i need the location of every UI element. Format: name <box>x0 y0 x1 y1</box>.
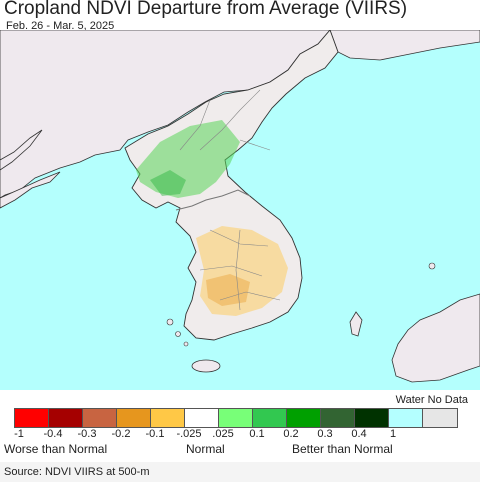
shandong-land <box>0 129 43 171</box>
map-panel <box>0 30 480 390</box>
sk-yellow-patch <box>196 226 288 316</box>
island <box>166 318 174 326</box>
legend-tick-label: 0.4 <box>351 428 367 440</box>
tsushima-island <box>349 311 363 337</box>
liaodong-peninsula <box>0 171 61 209</box>
legend-swatch <box>151 409 185 427</box>
island <box>428 262 436 270</box>
legend-tick-label: -.025 <box>176 428 202 440</box>
water-no-data-label: Water No Data <box>395 394 468 406</box>
legend-tick-label: -0.4 <box>43 428 63 440</box>
island <box>175 331 181 337</box>
legend-swatch <box>185 409 219 427</box>
legend-swatch <box>423 409 457 427</box>
legend-swatch <box>321 409 355 427</box>
legend-tick-label: -0.2 <box>111 428 131 440</box>
legend-ticks: -1 -0.4 -0.3 -0.2 -0.1 -.025 .025 0.1 0.2 0.3 0.4 1 <box>0 428 480 442</box>
island <box>183 341 189 347</box>
dmz-border <box>175 189 251 211</box>
legend-tick-label: 0.2 <box>283 428 299 440</box>
nk-green-patch <box>136 120 240 198</box>
legend-tick-label: 0.3 <box>317 428 333 440</box>
legend-tick-label: .025 <box>212 428 234 440</box>
legend-swatch <box>49 409 83 427</box>
legend-tick-label: -1 <box>14 428 24 440</box>
legend-swatch <box>253 409 287 427</box>
legend-tick-label: 1 <box>389 428 397 440</box>
nk-green-patch-2 <box>150 170 186 196</box>
japan-land <box>391 293 480 383</box>
normal-label: Normal <box>186 442 225 456</box>
jeju-island <box>191 359 221 373</box>
legend-swatch <box>83 409 117 427</box>
map-title: Cropland NDVI Departure from Average (VI… <box>4 0 408 19</box>
legend-tick-label: -0.1 <box>145 428 165 440</box>
legend-swatch <box>219 409 253 427</box>
legend-tick-label: -0.3 <box>77 428 97 440</box>
legend-tick-label: 0.1 <box>249 428 265 440</box>
better-than-normal-label: Better than Normal <box>292 442 393 456</box>
worse-than-normal-label: Worse than Normal <box>4 442 108 456</box>
legend-swatch <box>355 409 389 427</box>
source-note: Source: NDVI VIIRS at 500-m <box>4 466 150 478</box>
legend-swatch <box>389 409 423 427</box>
russia-land <box>329 30 480 61</box>
date-range: Feb. 26 - Mar. 5, 2025 <box>6 20 115 32</box>
province-borders <box>179 89 281 311</box>
legend-bar <box>14 408 458 428</box>
map-svg <box>0 30 480 390</box>
legend-swatch <box>15 409 49 427</box>
legend-swatch <box>117 409 151 427</box>
legend-swatch <box>287 409 321 427</box>
footer-bar <box>0 462 480 482</box>
